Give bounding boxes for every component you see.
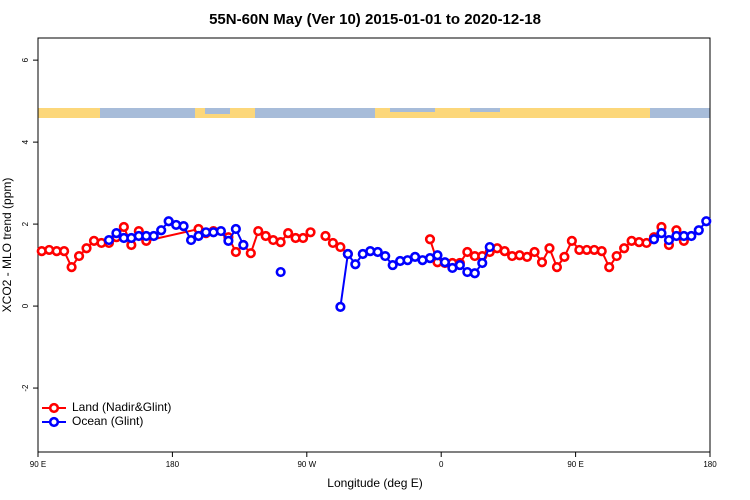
data-point [551,262,563,273]
data-point [387,259,398,271]
data-point [529,246,540,258]
data-point [380,250,391,262]
data-point [521,251,533,262]
data-point [163,216,174,227]
data-point [297,232,309,244]
data-point [604,262,615,273]
y-axis-label: XCO2 - MLO trend (ppm) [0,178,14,313]
data-point [484,241,495,253]
ocean-patch [205,108,230,114]
legend-marker [48,402,60,414]
x-tick-label: 90 W [297,460,316,469]
data-point [185,234,197,246]
data-point [260,230,271,242]
data-point [245,248,256,259]
data-point [335,241,346,253]
data-point [462,246,473,258]
y-tick-label: 2 [21,221,30,226]
data-point [320,230,331,242]
data-point [193,230,204,242]
data-point [559,251,570,262]
data-point [536,257,548,268]
data-point [350,259,361,270]
legend-marker [48,416,60,428]
x-tick-label: 90 E [30,460,46,469]
y-tick-label: 0 [21,303,30,308]
ocean-patch [255,108,375,118]
data-point [469,268,480,279]
map-strip [38,108,710,118]
data-point [566,235,577,247]
y-tick-label: 4 [21,139,30,144]
data-point [66,262,77,273]
data-point [648,234,660,245]
data-point [693,225,704,236]
ocean-patch [390,108,435,112]
data-point [253,225,264,237]
data-point [178,221,189,232]
x-tick-label: 180 [166,460,180,469]
legend-label: Ocean (Glint) [72,414,143,428]
data-point [118,221,129,233]
ocean-patch [100,108,195,118]
legend-label: Land (Nadir&Glint) [72,400,171,414]
x-axis-label: Longitude (deg E) [327,476,422,490]
ocean-patch [470,108,500,112]
data-point [424,234,436,245]
x-tick-label: 90 E [567,460,583,469]
data-point [215,225,227,237]
data-point [342,248,353,260]
data-point [230,223,241,235]
data-point [544,243,555,254]
x-tick-label: 0 [439,460,444,469]
data-point [477,257,488,269]
data-point [327,237,339,249]
x-tick-label: 180 [703,460,717,469]
chart-title: 55N-60N May (Ver 10) 2015-01-01 to 2020-… [209,11,541,28]
data-point [656,228,667,239]
data-point [305,227,316,238]
data-point [619,243,630,254]
data-point [372,246,383,258]
ocean-patch [650,108,710,118]
data-point [432,250,443,261]
y-tick-label: -2 [21,384,30,392]
data-point [238,239,249,251]
data-point [663,234,675,246]
data-point [641,237,652,249]
data-point [439,257,451,268]
data-point [275,266,286,278]
data-point [701,216,712,227]
data-point [499,246,510,257]
data-point [111,228,122,239]
data-point [156,225,167,236]
data-point [103,234,115,246]
data-point [73,250,85,262]
y-tick-label: 6 [21,57,30,62]
data-point [611,250,622,262]
plot-frame [37,37,711,453]
data-point [686,230,697,242]
data-point [283,228,294,239]
data-point [275,237,286,248]
data-point [454,259,465,271]
data-point [335,301,346,312]
data-point [81,243,92,254]
data-point [230,246,241,258]
data-point [59,246,70,257]
data-point [596,246,607,257]
data-point [148,230,159,242]
data-point [223,235,234,247]
